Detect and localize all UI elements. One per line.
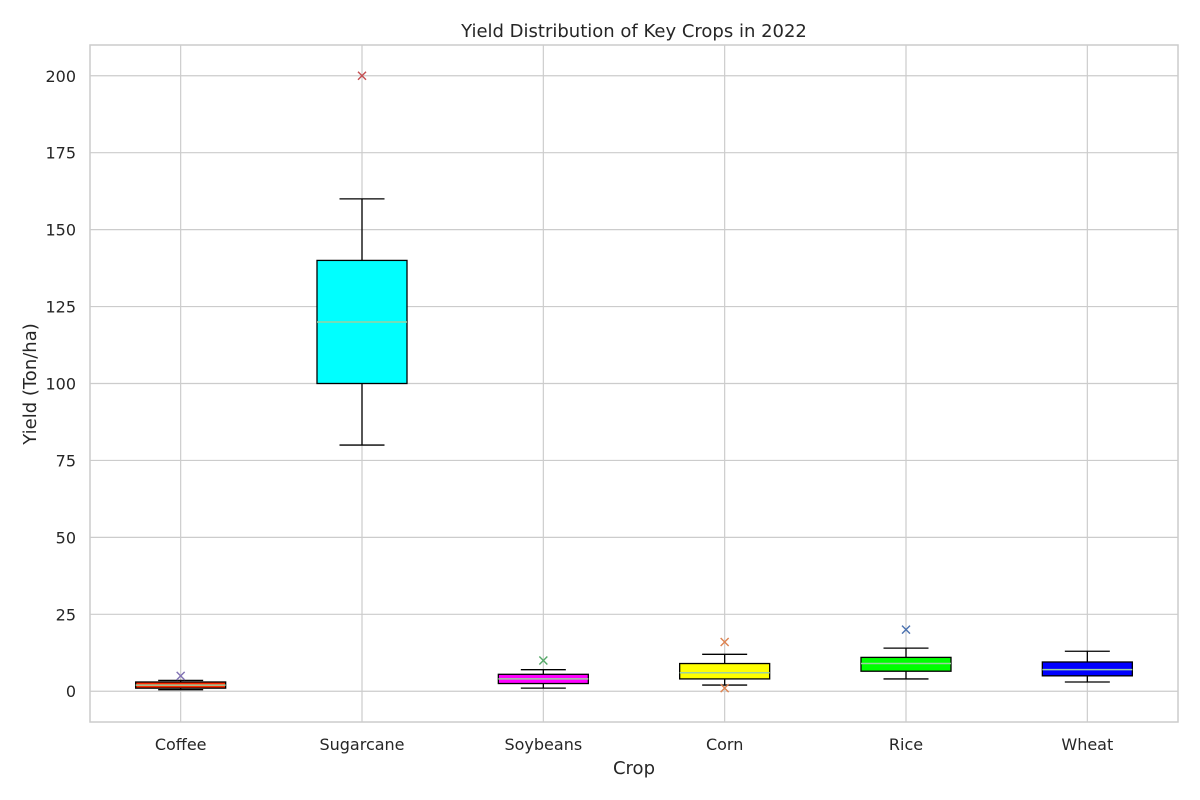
outlier-stroke	[357, 71, 367, 81]
x-tick-label: Soybeans	[504, 735, 582, 754]
y-tick-label: 50	[56, 528, 76, 547]
y-tick-label: 0	[66, 682, 76, 701]
outlier-stroke	[720, 683, 730, 693]
y-tick-label: 175	[45, 144, 76, 163]
outlier-point	[901, 625, 911, 635]
box-soybeans	[497, 655, 589, 689]
y-tick-label: 25	[56, 605, 76, 624]
box-sugarcane	[316, 71, 408, 446]
outlier-point	[720, 637, 730, 647]
outlier-point	[538, 655, 548, 665]
box-body	[1041, 661, 1133, 677]
outlier-point	[357, 71, 367, 81]
x-tick-label: Rice	[889, 735, 923, 754]
box-coffee	[135, 671, 227, 691]
chart-title: Yield Distribution of Key Crops in 2022	[460, 21, 807, 42]
plot-frame	[89, 44, 1179, 723]
y-tick-label: 200	[45, 67, 76, 86]
y-tick-label: 125	[45, 298, 76, 317]
x-tick-label: Sugarcane	[319, 735, 404, 754]
outlier-stroke	[901, 625, 911, 635]
box-layer	[135, 71, 1133, 693]
outlier-point	[720, 683, 730, 693]
box-corn	[679, 637, 771, 693]
outlier-stroke	[538, 655, 548, 665]
x-axis-title: Crop	[613, 758, 655, 779]
x-tick-label: Wheat	[1061, 735, 1113, 754]
outlier-stroke	[176, 671, 186, 681]
y-tick-label: 75	[56, 451, 76, 470]
outlier-point	[176, 671, 186, 681]
box-rice	[860, 625, 952, 680]
box-body	[860, 656, 952, 672]
outlier-stroke	[720, 637, 730, 647]
tick-layer: 0 25 50 75 100 125 150 175 200 Coffee Sugarcane Soy…	[45, 67, 1113, 754]
grid-layer	[90, 45, 1178, 722]
x-tick-label: Corn	[706, 735, 743, 754]
box-body	[679, 662, 771, 680]
y-tick-label: 150	[45, 221, 76, 240]
box-wheat	[1041, 650, 1133, 683]
x-tick-label: Coffee	[155, 735, 207, 754]
y-tick-label: 100	[45, 375, 76, 394]
y-axis-title: Yield (Ton/ha)	[20, 323, 41, 445]
